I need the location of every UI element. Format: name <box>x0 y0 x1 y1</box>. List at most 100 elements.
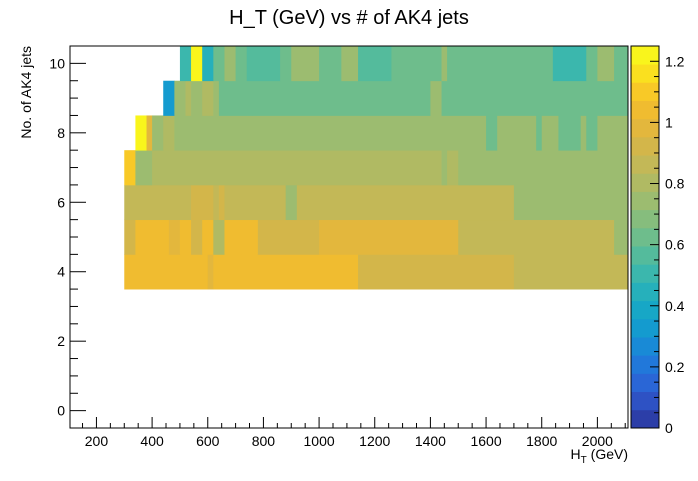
heatmap-cell <box>224 219 242 255</box>
x-axis: 200 400 600 800 1000 1200 1400 1600 1800 2000 <box>82 417 626 449</box>
heatmap-cell <box>179 46 192 82</box>
y-tick-label: 6 <box>57 194 65 210</box>
heatmap-cell <box>174 80 186 116</box>
heatmap-cell <box>430 150 442 186</box>
z-tick-label: 0.2 <box>665 359 685 375</box>
chart-title: H_T (GeV) vs # of AK4 jets <box>229 7 469 29</box>
heatmap-cell <box>135 219 170 255</box>
heatmap-cell <box>441 150 448 186</box>
x-tick-label: 1000 <box>304 433 335 449</box>
heatmap-cell <box>246 46 281 82</box>
heatmap-cell <box>146 115 153 151</box>
heatmap-cell <box>224 46 236 82</box>
heatmap-cell <box>614 46 629 82</box>
heatmap-cell <box>558 115 582 151</box>
heatmap-cell <box>441 80 629 116</box>
heatmap-cell <box>213 219 225 255</box>
heatmap-cell <box>358 46 392 82</box>
heatmap-cell <box>163 254 170 290</box>
heatmap-cell <box>497 115 537 151</box>
color-scale-band <box>631 391 659 411</box>
heatmap-cell <box>241 219 259 255</box>
x-tick-label: 400 <box>140 433 164 449</box>
heatmap-cell <box>586 115 598 151</box>
x-tick-label: 1200 <box>359 433 390 449</box>
heatmap-cell <box>597 46 615 82</box>
heatmap-cell <box>124 184 192 221</box>
y-tick-label: 2 <box>57 333 65 349</box>
heatmap-cell <box>202 46 214 82</box>
heatmap-cell <box>213 254 236 290</box>
y-tick-label: 0 <box>57 403 65 419</box>
x-tick-label: 800 <box>252 433 276 449</box>
heatmap-cell <box>402 46 442 82</box>
heatmap-cell <box>486 115 498 151</box>
heatmap-cell <box>152 150 164 186</box>
heatmap-cell <box>191 184 214 221</box>
x-tick-label: 1800 <box>526 433 557 449</box>
color-scale-band <box>631 173 659 192</box>
heatmap-cell <box>213 80 220 116</box>
heatmap-cell <box>513 254 629 290</box>
color-scale-band <box>631 100 659 120</box>
color-scale-band <box>631 355 659 374</box>
heatmap-cell <box>391 46 403 82</box>
heatmap-cell <box>469 150 629 186</box>
color-scale-band <box>631 82 659 101</box>
heatmap-cell <box>296 184 515 221</box>
heatmap-cell <box>235 46 248 82</box>
heatmap-cell <box>168 219 181 255</box>
heatmap-cell <box>319 219 459 255</box>
heatmap-cell <box>124 150 136 186</box>
x-axis-title-subscript: T <box>581 455 587 466</box>
heatmap-cell <box>218 184 225 221</box>
heatmap-cell <box>614 219 629 255</box>
y-axis-title: No. of AK4 jets <box>18 46 34 139</box>
heatmap-cell <box>330 46 342 82</box>
heatmap-cell <box>597 115 629 151</box>
heatmap-cell <box>235 254 287 290</box>
heatmap-cell <box>586 46 598 82</box>
heatmap-cell <box>207 254 214 290</box>
z-tick-label: 1.2 <box>665 53 685 69</box>
y-tick-label: 10 <box>49 55 65 71</box>
heatmap-cell <box>202 219 214 255</box>
heatmap-cell <box>135 150 153 186</box>
heatmap-cell <box>285 219 320 255</box>
heatmap-cell <box>552 46 587 82</box>
y-tick-label: 4 <box>57 264 65 280</box>
color-scale-band <box>631 46 659 65</box>
heatmap-cell <box>179 219 192 255</box>
y-tick-label: 8 <box>57 125 65 141</box>
heatmap-cell <box>163 150 431 186</box>
heatmap-cell <box>163 80 175 116</box>
heatmap-cell <box>124 219 136 255</box>
x-tick-label: 2000 <box>582 433 613 449</box>
color-scale-band <box>631 191 659 211</box>
heatmap-cell <box>358 254 515 290</box>
heatmap-cell <box>191 80 203 116</box>
heatmap-cell <box>458 219 615 255</box>
heatmap-cell <box>541 115 559 151</box>
color-scale-band <box>631 264 659 283</box>
color-scale-band <box>631 64 659 83</box>
heatmap-cell <box>213 46 225 82</box>
heatmap-cell <box>191 219 203 255</box>
color-scale-band <box>631 300 659 320</box>
x-tick-label: 200 <box>85 433 109 449</box>
heatmap-cell <box>168 254 186 290</box>
heatmap-cell <box>441 46 448 82</box>
heatmap-cell <box>513 184 629 221</box>
heatmap-cell <box>179 115 487 151</box>
color-scale-band <box>631 409 659 429</box>
x-tick-label: 1400 <box>415 433 446 449</box>
color-scale-band <box>631 136 659 156</box>
z-tick-label: 0 <box>665 420 673 436</box>
heatmap-cell <box>202 80 214 116</box>
z-tick-label: 0.6 <box>665 237 685 253</box>
heatmap-cell <box>252 80 431 116</box>
heatmap-cell <box>174 115 181 151</box>
heatmap-cell <box>458 150 470 186</box>
